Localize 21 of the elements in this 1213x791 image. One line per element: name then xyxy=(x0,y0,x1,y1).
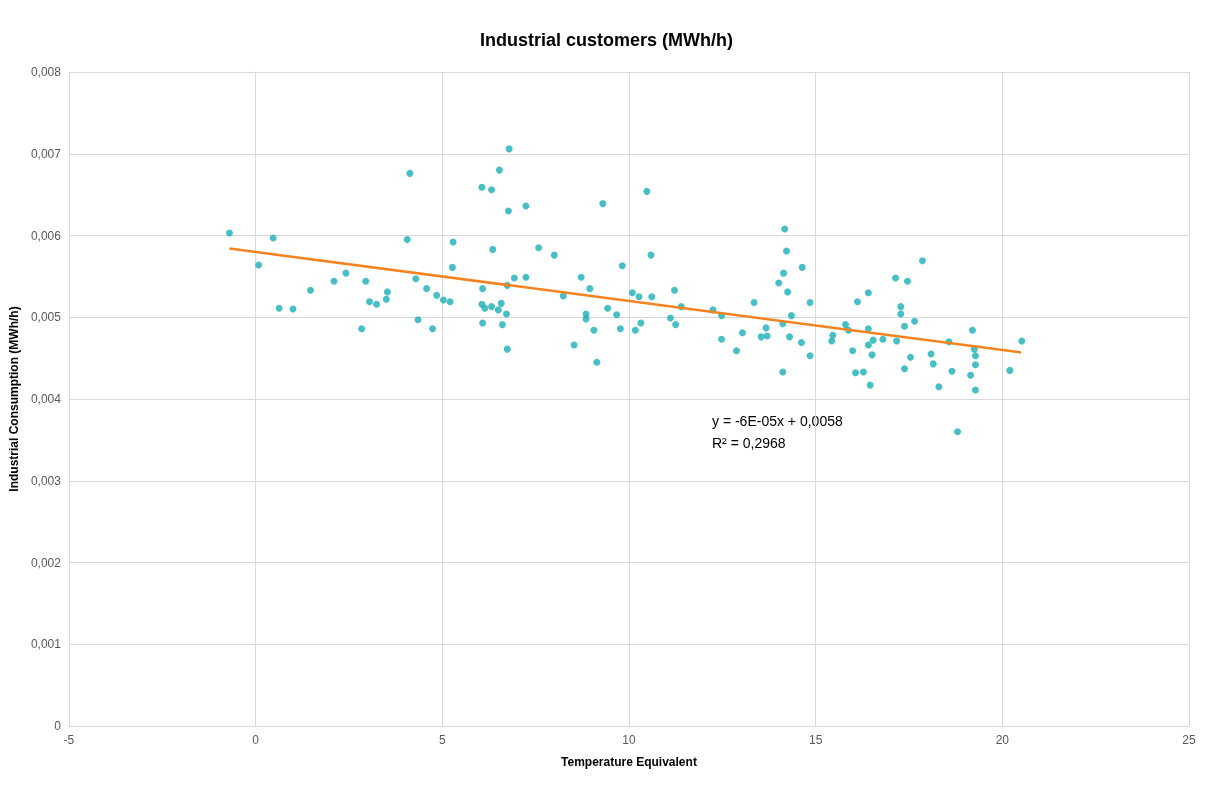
y-tick-label: 0,003 xyxy=(30,473,62,488)
x-tick-label: 15 xyxy=(808,733,823,747)
y-tick-label: 0,007 xyxy=(30,146,62,161)
y-tick-label: 0,001 xyxy=(30,637,62,652)
x-axis-title: Temperature Equivalent xyxy=(561,755,697,769)
y-tick-label: 0,004 xyxy=(30,392,62,406)
x-tick-label: 20 xyxy=(995,733,1010,747)
x-tick-label: 5 xyxy=(438,733,446,747)
annotation: y = -6E-05x + 0,0058 xyxy=(711,413,843,429)
y-tick-label: 0 xyxy=(54,719,62,733)
y-tick-label: 0,005 xyxy=(30,310,62,325)
y-tick-label: 0,006 xyxy=(30,228,62,243)
y-axis-title: Industrial Consumption (MWh/h) xyxy=(7,306,21,492)
y-tick-label: 0,002 xyxy=(30,555,62,570)
y-tick-label: 0,008 xyxy=(30,65,62,79)
x-tick-label: 25 xyxy=(1182,733,1196,747)
x-tick-label: 10 xyxy=(622,733,636,747)
annotation: R² = 0,2968 xyxy=(711,435,786,451)
chart-title: Industrial customers (MWh/h) xyxy=(479,30,734,50)
x-tick-label: -5 xyxy=(63,733,75,747)
x-tick-label: 0 xyxy=(252,733,260,747)
